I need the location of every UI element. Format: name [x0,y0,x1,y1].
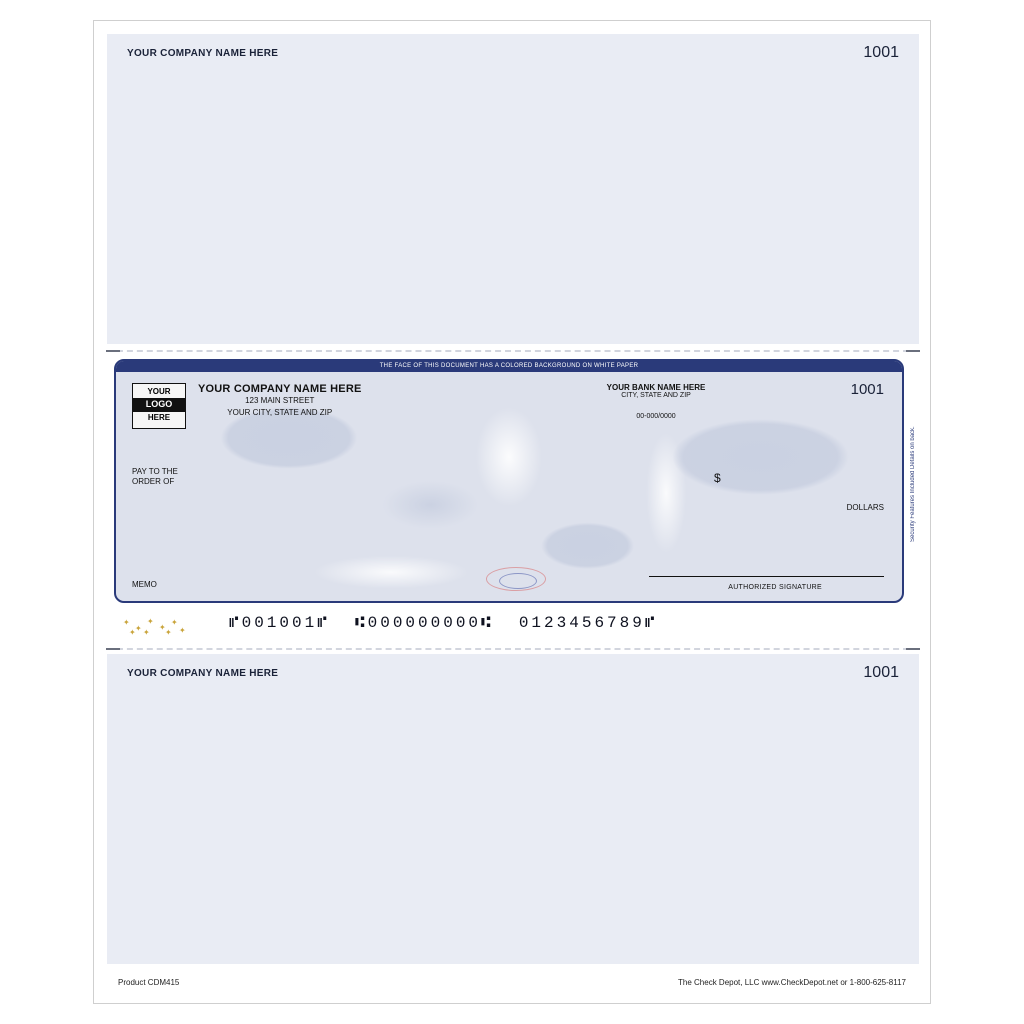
security-bar: THE FACE OF THIS DOCUMENT HAS A COLORED … [116,361,902,372]
check-face: THE FACE OF THIS DOCUMENT HAS A COLORED … [114,359,904,603]
company-block: YOUR COMPANY NAME HERE 123 MAIN STREET Y… [198,383,362,419]
footer-product: Product CDM415 [118,978,179,987]
bank-city: CITY, STATE AND ZIP [546,392,766,399]
check-section: THE FACE OF THIS DOCUMENT HAS A COLORED … [107,356,919,642]
perforation-bottom [107,648,919,650]
dollars-label: DOLLARS [847,503,884,512]
logo-line2: LOGO [133,398,185,412]
perforation-top [107,350,919,352]
stub-top-number: 1001 [863,44,899,62]
footer-vendor: The Check Depot, LLC www.CheckDepot.net … [678,978,906,987]
pay-to-label: PAY TO THE ORDER OF [132,467,178,487]
micr-line: ⑈001001⑈ ⑆000000000⑆ 0123456789⑈ [229,614,657,632]
gold-security-dots-icon: ✦✦ ✦✦ ✦✦ ✦✦ ✦ [121,616,191,634]
bank-block: YOUR BANK NAME HERE CITY, STATE AND ZIP … [546,383,766,420]
logo-line1: YOUR [133,387,185,397]
check-number: 1001 [851,381,884,398]
stub-bottom: YOUR COMPANY NAME HERE 1001 [107,654,919,964]
company-street: 123 MAIN STREET [198,396,362,407]
authorized-signature-label: AUTHORIZED SIGNATURE [728,584,822,591]
bank-fraction: 00-000/0000 [546,413,766,420]
signature-line [649,576,884,577]
company-name: YOUR COMPANY NAME HERE [198,383,362,395]
logo-line3: HERE [133,413,185,423]
check-sheet: YOUR COMPANY NAME HERE 1001 THE FACE OF … [93,20,931,1004]
heat-seal-icon [486,567,546,591]
micr-row: ✦✦ ✦✦ ✦✦ ✦✦ ✦ ⑈001001⑈ ⑆000000000⑆ 01234… [117,612,909,638]
stub-bottom-company: YOUR COMPANY NAME HERE [127,668,278,679]
stub-top-company: YOUR COMPANY NAME HERE [127,48,278,59]
stub-top: YOUR COMPANY NAME HERE 1001 [107,34,919,344]
memo-label: MEMO [132,580,157,589]
stub-bottom-number: 1001 [863,664,899,682]
bank-name: YOUR BANK NAME HERE [546,383,766,392]
logo-placeholder: YOUR LOGO HERE [132,383,186,429]
security-features-side: Security Features Included Details on ba… [910,404,922,564]
dollar-sign: $ [714,471,721,485]
company-city: YOUR CITY, STATE AND ZIP [198,408,362,419]
